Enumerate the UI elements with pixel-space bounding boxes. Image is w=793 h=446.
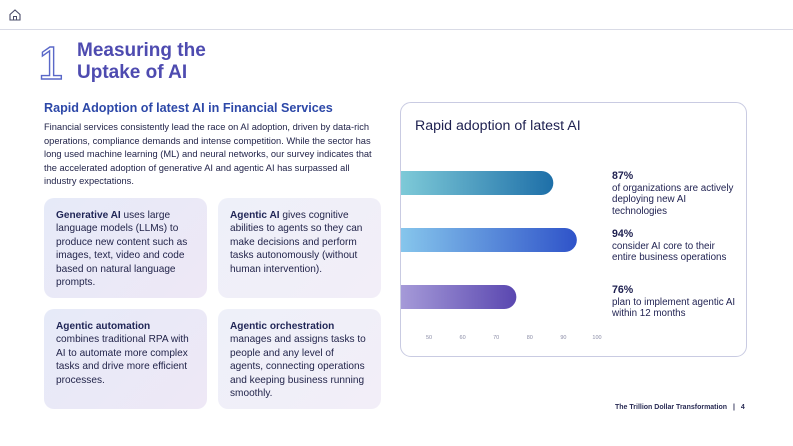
stat-3-value: 76% <box>612 284 634 296</box>
bar-1 <box>401 171 554 195</box>
stat-1: 87% of organizations are actively deploy… <box>612 170 742 217</box>
footer: The Trillion Dollar Transformation | 4 <box>615 404 745 411</box>
x-tick-label: 60 <box>460 335 466 341</box>
definition-card-agentic-orchestration: Agentic orchestration manages and assign… <box>218 309 381 409</box>
card-text: combines traditional RPA with AI to auto… <box>56 334 189 386</box>
footer-doc-title: The Trillion Dollar Transformation <box>615 404 728 411</box>
home-icon[interactable] <box>8 8 22 22</box>
x-tick-label: 90 <box>560 335 566 341</box>
page-title: Measuring the Uptake of AI <box>77 40 206 84</box>
header-divider <box>0 29 793 30</box>
definition-card-agentic-automation: Agentic automation combines traditional … <box>44 309 207 409</box>
card-term: Agentic AI <box>230 210 280 221</box>
bar-3 <box>401 285 517 309</box>
page-title-line1: Measuring the <box>77 40 206 61</box>
card-text: gives cognitive abilities to agents so t… <box>230 210 363 275</box>
x-tick-label: 100 <box>592 335 601 341</box>
definition-card-agentic-ai: Agentic AI gives cognitive abilities to … <box>218 198 381 298</box>
definition-card-generative-ai: Generative AI uses large language models… <box>44 198 207 298</box>
card-term: Agentic automation <box>56 321 151 332</box>
bar-chart: 50 60 70 80 90 100 <box>401 171 602 341</box>
bar-2 <box>401 228 577 252</box>
stat-1-label: of organizations are actively deploying … <box>612 182 734 217</box>
card-term: Generative AI <box>56 210 121 221</box>
x-tick-label: 50 <box>426 335 432 341</box>
page-title-line2: Uptake of AI <box>77 62 188 83</box>
subheading: Rapid Adoption of latest AI in Financial… <box>44 101 333 115</box>
stat-2: 94% consider AI core to their entire bus… <box>612 228 742 264</box>
footer-separator: | <box>732 404 735 411</box>
intro-paragraph: Financial services consistently lead the… <box>44 122 372 186</box>
stat-3-label: plan to implement agentic AI within 12 m… <box>612 296 736 320</box>
card-text: uses large language models (LLMs) to pro… <box>56 210 188 289</box>
stat-1-value: 87% <box>612 170 634 182</box>
stat-3: 76% plan to implement agentic AI within … <box>612 284 742 320</box>
chart-title: Rapid adoption of latest AI <box>415 118 581 134</box>
x-tick-label: 70 <box>493 335 499 341</box>
stat-2-value: 94% <box>612 228 634 240</box>
card-term: Agentic orchestration <box>230 321 335 332</box>
stat-2-label: consider AI core to their entire busines… <box>612 240 727 264</box>
x-tick-label: 80 <box>527 335 533 341</box>
chart-panel: Rapid adoption of latest AI 50 60 70 80 90 10… <box>400 102 747 357</box>
footer-page-number: 4 <box>740 404 745 411</box>
card-text: manages and assigns tasks to people and … <box>230 334 366 400</box>
section-number: 1 <box>37 37 64 89</box>
